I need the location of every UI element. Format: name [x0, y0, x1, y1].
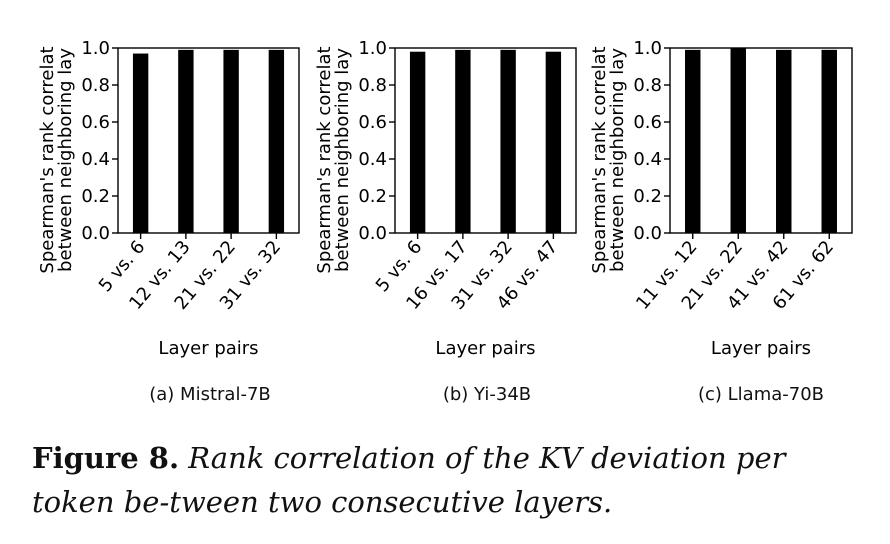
subcaption-0: (a) Mistral-7B	[149, 384, 271, 405]
ytick-label-2-5: 1.0	[633, 38, 662, 59]
y-axis-label-1-0: Spearman's rank correlat	[314, 46, 335, 273]
ytick-label-0-1: 0.2	[81, 186, 110, 207]
bar-0-0	[132, 53, 149, 233]
ytick-label-2-3: 0.6	[633, 112, 662, 133]
bar-1-0	[409, 51, 426, 234]
ytick-label-2-0: 0.0	[633, 223, 662, 244]
subcaption-1: (b) Yi-34B	[443, 384, 531, 405]
figure-caption-text: Rank correlation of the KV deviation per…	[32, 441, 786, 519]
ytick-label-1-4: 0.8	[358, 75, 387, 96]
x-axis-label-2: Layer pairs	[711, 338, 811, 359]
ytick-label-2-4: 0.8	[633, 75, 662, 96]
figure-caption: Figure 8. Rank correlation of the KV dev…	[32, 436, 872, 524]
bar-2-2	[776, 49, 792, 233]
ytick-label-0-4: 0.8	[81, 75, 110, 96]
bar-2-0	[685, 49, 701, 233]
x-axis-label-0: Layer pairs	[158, 338, 258, 359]
ytick-label-1-2: 0.4	[358, 149, 387, 170]
ytick-label-2-1: 0.2	[633, 186, 662, 207]
y-axis-label-1-1: between neighboring lay	[332, 48, 353, 272]
ytick-label-0-5: 1.0	[81, 38, 110, 59]
ytick-label-0-3: 0.6	[81, 112, 110, 133]
ytick-label-2-2: 0.4	[633, 149, 662, 170]
subcaption-2: (c) Llama-70B	[698, 384, 824, 405]
y-axis-label-2-1: between neighboring lay	[607, 48, 628, 272]
y-axis-label-2-0: Spearman's rank correlat	[589, 46, 610, 273]
bar-2-1	[730, 48, 746, 233]
plot-frame-1	[394, 47, 577, 234]
bar-1-2	[500, 49, 516, 233]
bar-1-1	[455, 49, 471, 233]
y-axis-label-0-1: between neighboring lay	[55, 48, 76, 272]
ytick-label-0-0: 0.0	[81, 223, 110, 244]
ytick-label-1-0: 0.0	[358, 223, 387, 244]
ytick-label-1-5: 1.0	[358, 38, 387, 59]
plot-frame-2	[669, 47, 853, 234]
x-axis-label-1: Layer pairs	[435, 338, 535, 359]
bar-1-3	[545, 51, 562, 234]
ytick-label-1-3: 0.6	[358, 112, 387, 133]
bar-0-2	[223, 49, 239, 233]
y-axis-label-0-0: Spearman's rank correlat	[37, 46, 58, 273]
ytick-label-0-2: 0.4	[81, 149, 110, 170]
bar-0-3	[268, 49, 285, 233]
bar-0-1	[178, 49, 194, 233]
plot-frame-0	[117, 47, 300, 234]
bar-2-3	[821, 49, 837, 233]
figure-label: Figure 8.	[32, 441, 180, 475]
ytick-label-1-1: 0.2	[358, 186, 387, 207]
